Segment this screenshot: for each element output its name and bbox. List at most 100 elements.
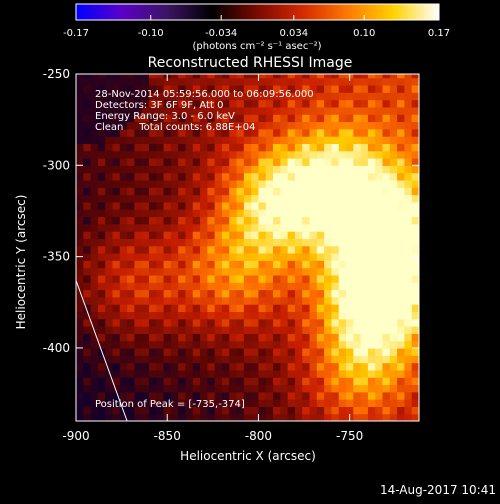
heatmap-cell — [148, 216, 157, 225]
heatmap-cell — [258, 209, 267, 218]
heatmap-cell — [294, 289, 303, 298]
heatmap-cell — [331, 106, 340, 115]
heatmap-cell — [119, 158, 128, 166]
heatmap-cell — [236, 377, 245, 386]
heatmap-cell — [258, 92, 267, 101]
heatmap-cell — [148, 238, 157, 247]
heatmap-cell — [76, 201, 84, 210]
y-tick-label: -350 — [43, 250, 70, 264]
heatmap-cell — [134, 326, 143, 334]
heatmap-cell — [192, 369, 201, 378]
heatmap-cell — [280, 136, 289, 144]
heatmap-cell — [346, 369, 354, 378]
heatmap-cell — [236, 304, 245, 313]
heatmap-cell — [119, 267, 128, 276]
heatmap-cell — [346, 274, 354, 283]
heatmap-cell — [76, 245, 84, 254]
heatmap-cell — [382, 274, 391, 283]
heatmap-cell — [214, 238, 223, 247]
heatmap-cell — [214, 282, 223, 291]
heatmap-cell — [76, 413, 84, 421]
heatmap-cell — [105, 296, 114, 305]
heatmap-cell — [294, 384, 303, 393]
heatmap-cell — [119, 165, 128, 174]
heatmap-cell — [346, 99, 354, 108]
heatmap-cell — [411, 296, 419, 305]
heatmap-cell — [148, 158, 157, 166]
heatmap-cell — [397, 333, 406, 342]
heatmap-cell — [97, 399, 106, 407]
heatmap-cell — [229, 384, 238, 393]
heatmap-cell — [192, 282, 201, 291]
heatmap-cell — [141, 326, 150, 334]
heatmap-cell — [346, 187, 354, 196]
heatmap-cell — [302, 289, 311, 298]
heatmap-cell — [251, 216, 260, 225]
heatmap-cell — [353, 311, 362, 320]
heatmap-cell — [178, 99, 187, 108]
heatmap-cell — [229, 172, 238, 181]
heatmap-cell — [367, 340, 376, 349]
heatmap-cell — [90, 238, 99, 247]
heatmap-cell — [338, 121, 347, 130]
heatmap-cell — [294, 128, 303, 137]
heatmap-cell — [367, 172, 376, 181]
heatmap-cell — [148, 413, 157, 421]
heatmap-cell — [170, 399, 179, 407]
heatmap-cell — [112, 238, 121, 247]
heatmap-cell — [214, 231, 223, 239]
heatmap-cell — [119, 114, 128, 123]
heatmap-cell — [119, 77, 128, 86]
heatmap-cell — [389, 399, 398, 407]
heatmap-cell — [156, 74, 165, 79]
heatmap-cell — [360, 282, 369, 291]
heatmap-cell — [134, 406, 143, 415]
heatmap-cell — [273, 245, 281, 254]
heatmap-cell — [148, 150, 157, 159]
heatmap-cell — [156, 406, 165, 415]
heatmap-cell — [127, 267, 135, 276]
heatmap-cell — [367, 84, 376, 93]
heatmap-cell — [316, 194, 325, 203]
heatmap-cell — [265, 194, 274, 203]
heatmap-cell — [214, 340, 223, 349]
heatmap-cell — [251, 150, 260, 159]
heatmap-cell — [141, 136, 150, 144]
heatmap-cell — [294, 355, 303, 364]
heatmap-cell — [273, 238, 281, 247]
heatmap-cell — [273, 172, 281, 181]
heatmap-cell — [221, 172, 230, 181]
heatmap-cell — [273, 150, 281, 159]
heatmap-cell — [338, 136, 347, 144]
heatmap-cell — [148, 77, 157, 86]
heatmap-cell — [331, 77, 340, 86]
heatmap-cell — [97, 77, 106, 86]
heatmap-cell — [316, 187, 325, 196]
heatmap-cell — [229, 369, 238, 378]
heatmap-cell — [229, 304, 238, 313]
heatmap-cell — [185, 158, 194, 166]
heatmap-cell — [221, 150, 230, 159]
heatmap-cell — [251, 347, 260, 356]
heatmap-cell — [229, 377, 238, 386]
heatmap-cell — [258, 223, 267, 232]
heatmap-cell — [251, 231, 260, 239]
heatmap-cell — [192, 187, 201, 196]
heatmap-cell — [360, 362, 369, 371]
heatmap-cell — [309, 333, 318, 342]
heatmap-cell — [375, 274, 384, 283]
heatmap-cell — [127, 333, 135, 342]
heatmap-cell — [331, 362, 340, 371]
heatmap-cell — [309, 143, 318, 152]
heatmap-cell — [280, 77, 289, 86]
heatmap-cell — [309, 106, 318, 115]
heatmap-cell — [287, 340, 296, 349]
heatmap-cell — [148, 406, 157, 415]
heatmap-cell — [76, 238, 84, 247]
x-tick-label: -900 — [62, 429, 89, 443]
heatmap-cell — [192, 347, 201, 356]
heatmap-cell — [119, 311, 128, 320]
heatmap-cell — [397, 377, 406, 386]
heatmap-cell — [338, 406, 347, 415]
heatmap-cell — [331, 179, 340, 188]
